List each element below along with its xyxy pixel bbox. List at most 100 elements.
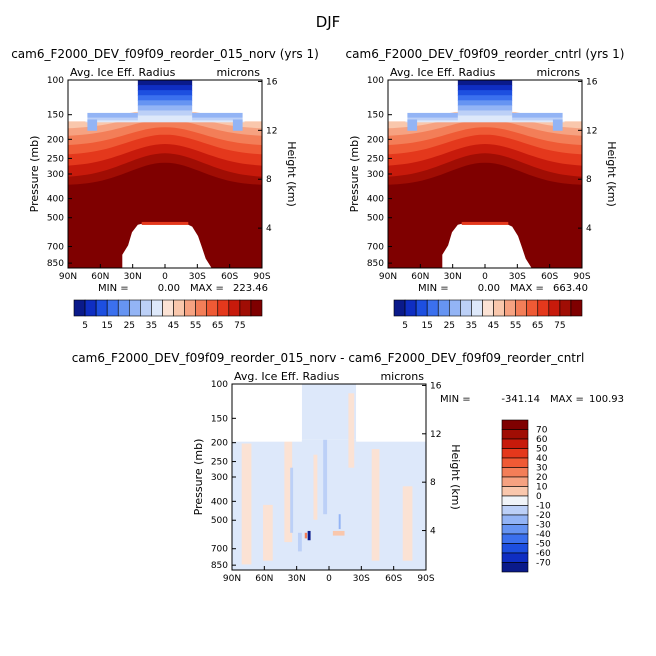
colorbar-swatch — [404, 299, 417, 317]
x-tick-label: 90N — [379, 272, 397, 282]
field-band — [137, 115, 193, 122]
colorbar-label: 60 — [536, 435, 548, 445]
field-streak — [338, 514, 341, 530]
colorbar-label: 5 — [402, 321, 408, 331]
colorbar-label: 15 — [101, 321, 112, 331]
x-tick-label: 0 — [482, 272, 488, 282]
field-patch — [407, 119, 418, 131]
y-tick-label: 400 — [211, 497, 228, 507]
max-label: MAX = — [510, 283, 544, 294]
field-streak — [371, 449, 380, 561]
x-tick-label: 30N — [124, 272, 142, 282]
colorbar-label: 55 — [190, 321, 201, 331]
colorbar-swatch — [217, 299, 230, 317]
x-tick-label: 30S — [353, 574, 370, 584]
units-label: microns — [380, 370, 424, 383]
field-band — [137, 95, 193, 101]
colorbar-label: 45 — [488, 321, 499, 331]
y2-tick-label: 16 — [430, 381, 442, 391]
colorbar-swatch — [501, 429, 529, 440]
field-streak — [284, 439, 293, 543]
field-band — [137, 90, 193, 96]
colorbar-label: 65 — [212, 321, 223, 331]
colorbar-swatch — [84, 299, 97, 317]
colorbar-label: 15 — [421, 321, 432, 331]
colorbar-swatch — [515, 299, 528, 317]
field-patch — [232, 119, 243, 131]
y-tick-label: 500 — [367, 214, 384, 224]
x-tick-label: 0 — [326, 574, 332, 584]
colorbar-swatch — [250, 299, 263, 317]
y2-tick-label: 8 — [430, 478, 436, 488]
field-blank — [388, 80, 458, 112]
colorbar-swatch — [95, 299, 108, 317]
x-tick-label: 60S — [221, 272, 238, 282]
y-tick-label: 850 — [211, 561, 228, 571]
y2-tick-label: 12 — [586, 126, 597, 136]
colorbar-swatch — [501, 438, 529, 449]
colorbar-label: -30 — [536, 521, 551, 531]
field-patch — [552, 119, 563, 131]
y2-axis-label: Height (km) — [449, 444, 462, 510]
colorbar-swatch — [206, 299, 219, 317]
max-value: 223.46 — [233, 283, 268, 294]
colorbar-swatch — [501, 562, 529, 573]
field-blank — [356, 384, 426, 442]
field-band — [457, 85, 513, 91]
figure-title: DJF — [316, 13, 341, 31]
colorbar-label: 10 — [536, 483, 548, 493]
colorbar-swatch — [73, 299, 86, 317]
min-label: MIN = — [440, 394, 471, 405]
x-tick-label: 90S — [417, 574, 434, 584]
x-tick-label: 90S — [573, 272, 590, 282]
colorbar-swatch — [504, 299, 516, 317]
y2-axis-label: Height (km) — [285, 141, 298, 207]
field-group — [232, 384, 426, 570]
field-streak — [323, 439, 328, 515]
y-tick-label: 200 — [367, 135, 384, 145]
max-value: 663.40 — [553, 283, 588, 294]
colorbar-swatch — [151, 299, 163, 317]
field-blank — [242, 111, 262, 122]
y-axis-label: Pressure (mb) — [192, 439, 205, 516]
max-value: 100.93 — [589, 394, 624, 405]
field-mask — [442, 222, 532, 268]
colorbar-label: 35 — [146, 321, 157, 331]
field-blank — [232, 384, 302, 442]
colorbar-label: 0 — [536, 492, 542, 502]
y-tick-label: 500 — [47, 214, 64, 224]
colorbar-swatch — [501, 552, 529, 563]
colorbar-swatch — [173, 299, 185, 317]
y-tick-label: 850 — [47, 259, 64, 269]
y-tick-label: 250 — [367, 154, 384, 164]
field-fringe — [461, 221, 509, 225]
y-tick-label: 150 — [367, 111, 384, 121]
colorbar-swatch — [393, 299, 406, 317]
colorbar-swatch — [559, 299, 572, 317]
colorbar-label: -60 — [536, 549, 551, 559]
y-tick-label: 850 — [367, 259, 384, 269]
colorbar-swatch — [501, 476, 529, 487]
field-band — [137, 110, 193, 117]
colorbar-swatch — [482, 299, 494, 317]
y-tick-label: 400 — [47, 195, 64, 205]
colorbar-label: 5 — [82, 321, 88, 331]
colorbar-swatch — [501, 505, 529, 516]
heatmap-panel-1: cam6_F2000_DEV_f09f09_reorder_015_norv (… — [11, 47, 319, 331]
colorbar-swatch — [493, 299, 505, 317]
y-tick-label: 150 — [47, 111, 64, 121]
field-blank — [562, 111, 582, 122]
colorbar-swatch — [471, 299, 483, 317]
field-fringe — [141, 221, 189, 225]
variable-label: Avg. Ice Eff. Radius — [70, 66, 176, 79]
colorbar-swatch — [228, 299, 241, 317]
x-tick-label: 30N — [288, 574, 306, 584]
colorbar-swatch — [501, 514, 529, 525]
colorbar-swatch — [548, 299, 561, 317]
field-streak — [263, 504, 273, 561]
colorbar-swatch — [162, 299, 174, 317]
colorbar-label: 35 — [466, 321, 477, 331]
colorbar-swatch — [501, 448, 529, 459]
colorbar-swatch — [570, 299, 583, 317]
